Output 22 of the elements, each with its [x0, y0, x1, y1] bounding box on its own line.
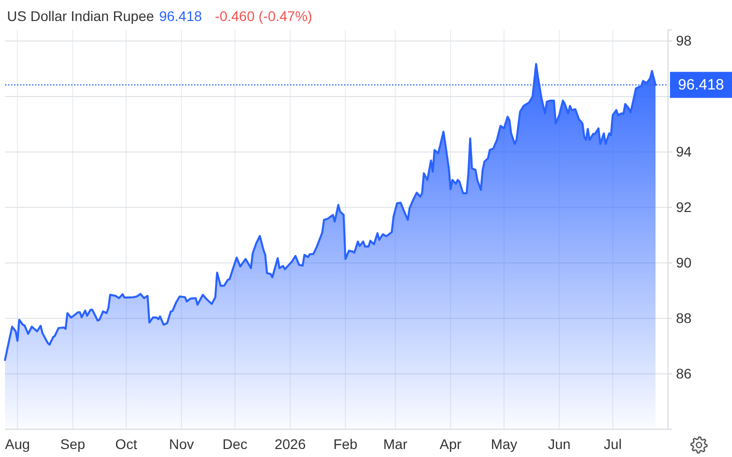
x-tick-label: Jul: [604, 436, 622, 452]
x-tick-label: Jun: [548, 436, 571, 452]
x-tick-label: Sep: [60, 436, 86, 452]
y-tick-label: 88: [676, 310, 692, 326]
x-tick-label: Apr: [440, 436, 462, 452]
y-tick-label: 86: [676, 365, 692, 382]
x-tick-label: Nov: [168, 436, 194, 452]
x-tick-label: Aug: [5, 436, 30, 452]
y-tick-label: 98: [676, 32, 692, 48]
x-tick-label: Dec: [222, 436, 248, 452]
x-tick-label: Oct: [115, 436, 138, 452]
x-tick-label: May: [490, 436, 518, 452]
x-tick-label: Mar: [383, 436, 408, 452]
y-tick-label: 90: [676, 254, 692, 270]
y-tick-label: 94: [676, 143, 692, 160]
y-tick-label: 92: [676, 198, 692, 215]
x-tick-label: 2026: [274, 436, 306, 452]
text: 96.418: [159, 8, 202, 24]
x-tick-label: Feb: [333, 436, 358, 452]
chart-title: US Dollar Indian Rupee: [7, 8, 154, 24]
text: -0.460 (-0.47%): [214, 8, 312, 24]
ref-line-label: 96.418: [678, 76, 724, 94]
